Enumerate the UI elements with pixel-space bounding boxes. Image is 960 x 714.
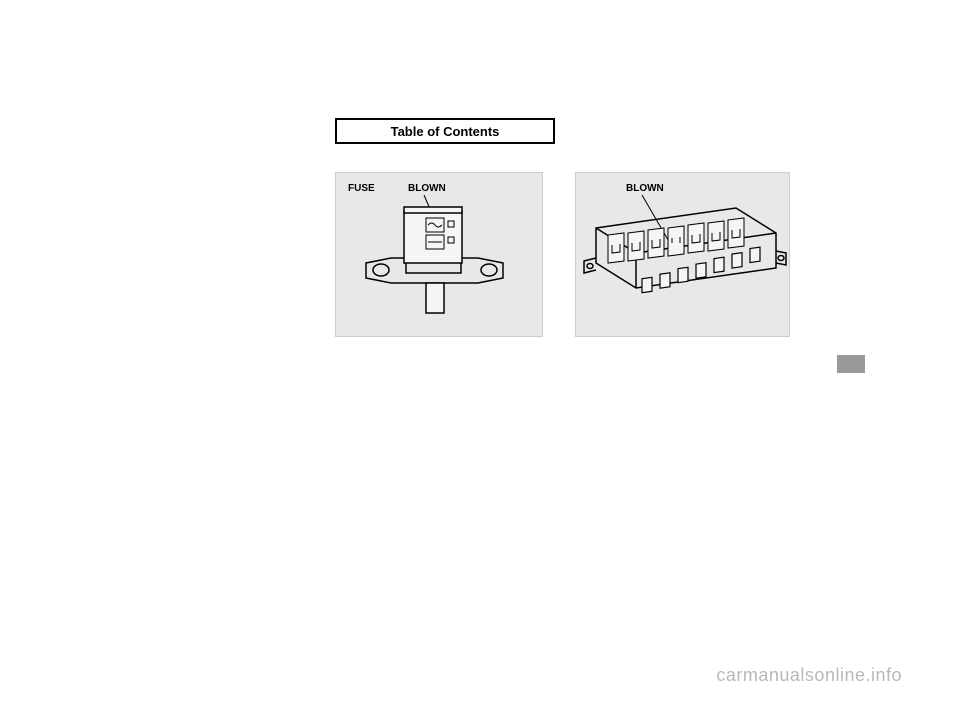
fuse-box-icon <box>576 173 791 338</box>
figure-fuse-box: BLOWN <box>575 172 790 337</box>
single-fuse-icon <box>336 173 544 338</box>
toc-button[interactable]: Table of Contents <box>335 118 555 144</box>
toc-label: Table of Contents <box>391 124 500 139</box>
figure-single-fuse: FUSE BLOWN <box>335 172 543 337</box>
fuse-text-label: FUSE <box>348 183 375 194</box>
watermark-text: carmanualsonline.info <box>716 665 902 686</box>
blown-text-label-left: BLOWN <box>408 183 446 194</box>
page-side-tab <box>837 355 865 373</box>
blown-text-label-right: BLOWN <box>626 183 664 194</box>
